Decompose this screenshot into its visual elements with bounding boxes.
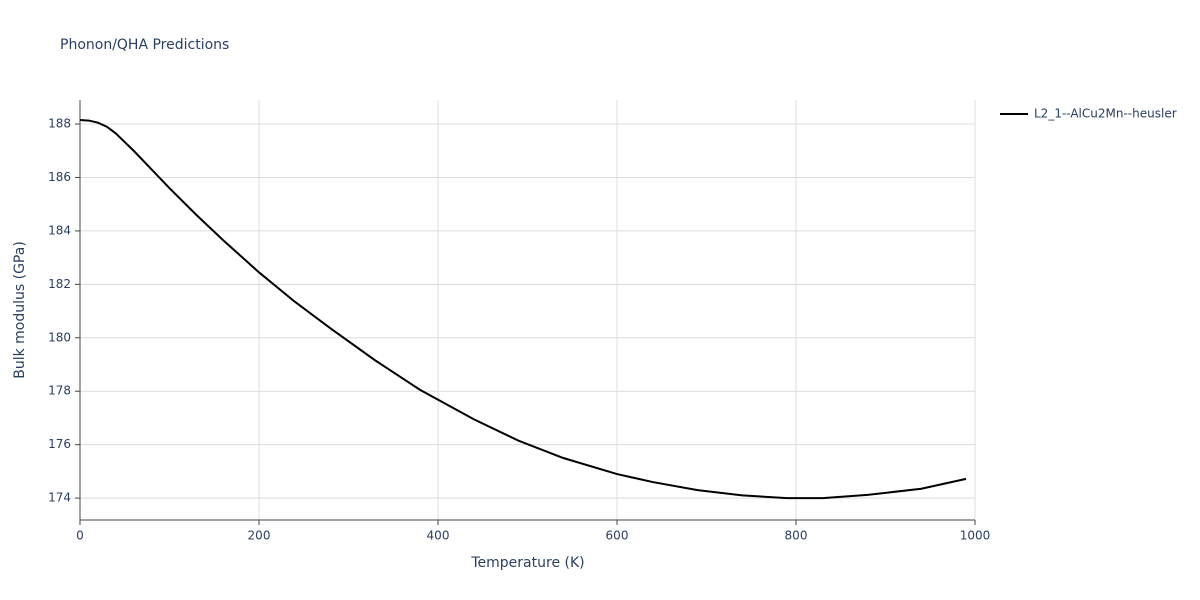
- legend-label: L2_1--AlCu2Mn--heusler: [1034, 107, 1177, 121]
- y-tick-label: 182: [48, 277, 71, 291]
- data-line: [79, 119, 967, 500]
- y-tick-label: 176: [48, 437, 71, 451]
- y-tick-label: 188: [48, 117, 71, 131]
- y-tick-label: 180: [48, 330, 71, 344]
- x-tick-label: 1000: [960, 529, 991, 543]
- y-tick-label: 174: [48, 491, 71, 505]
- x-tick-label: 200: [248, 529, 271, 543]
- chart-title: Phonon/QHA Predictions: [60, 37, 229, 53]
- y-tick-label: 178: [48, 384, 71, 398]
- x-tick-label: 600: [606, 529, 629, 543]
- y-tick-label: 186: [48, 170, 71, 184]
- y-axis-title: Bulk modulus (GPa): [12, 241, 28, 379]
- x-tick-label: 800: [785, 529, 808, 543]
- x-axis-title: Temperature (K): [470, 555, 584, 571]
- x-tick-label: 400: [427, 529, 450, 543]
- x-tick-label: 0: [76, 529, 84, 543]
- y-tick-label: 184: [48, 223, 71, 237]
